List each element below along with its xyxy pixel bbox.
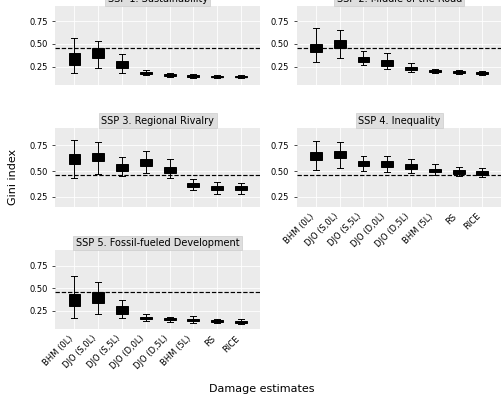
PathPatch shape	[140, 72, 152, 74]
PathPatch shape	[116, 164, 128, 171]
PathPatch shape	[69, 154, 81, 164]
PathPatch shape	[429, 71, 441, 72]
PathPatch shape	[187, 319, 200, 321]
PathPatch shape	[92, 292, 104, 303]
Title: SSP 3. Regional Rivalry: SSP 3. Regional Rivalry	[101, 116, 214, 126]
PathPatch shape	[334, 40, 346, 48]
PathPatch shape	[69, 294, 81, 307]
PathPatch shape	[334, 151, 346, 158]
PathPatch shape	[92, 48, 104, 58]
PathPatch shape	[140, 159, 152, 166]
Title: SSP 2. Middle of the Road: SSP 2. Middle of the Road	[337, 0, 462, 4]
PathPatch shape	[211, 320, 223, 322]
PathPatch shape	[382, 60, 393, 66]
PathPatch shape	[453, 71, 465, 73]
PathPatch shape	[405, 67, 417, 70]
PathPatch shape	[140, 317, 152, 319]
Text: Damage estimates: Damage estimates	[209, 384, 315, 394]
Text: Gini index: Gini index	[8, 149, 18, 205]
PathPatch shape	[187, 183, 200, 188]
PathPatch shape	[235, 321, 247, 323]
PathPatch shape	[116, 307, 128, 314]
PathPatch shape	[164, 167, 175, 173]
Title: SSP 1. Sustainability: SSP 1. Sustainability	[108, 0, 208, 4]
PathPatch shape	[310, 44, 322, 52]
PathPatch shape	[357, 57, 369, 62]
PathPatch shape	[211, 186, 223, 190]
PathPatch shape	[453, 170, 465, 174]
Title: SSP 5. Fossil-fueled Development: SSP 5. Fossil-fueled Development	[76, 238, 239, 248]
PathPatch shape	[405, 164, 417, 169]
PathPatch shape	[235, 76, 247, 78]
PathPatch shape	[164, 318, 175, 320]
PathPatch shape	[382, 161, 393, 167]
PathPatch shape	[476, 171, 488, 175]
PathPatch shape	[92, 152, 104, 161]
PathPatch shape	[310, 152, 322, 160]
PathPatch shape	[187, 75, 200, 77]
PathPatch shape	[429, 169, 441, 172]
Title: SSP 4. Inequality: SSP 4. Inequality	[358, 116, 440, 126]
PathPatch shape	[164, 74, 175, 76]
PathPatch shape	[476, 72, 488, 74]
PathPatch shape	[211, 76, 223, 78]
PathPatch shape	[357, 161, 369, 166]
PathPatch shape	[69, 53, 81, 65]
PathPatch shape	[116, 61, 128, 69]
PathPatch shape	[235, 186, 247, 190]
